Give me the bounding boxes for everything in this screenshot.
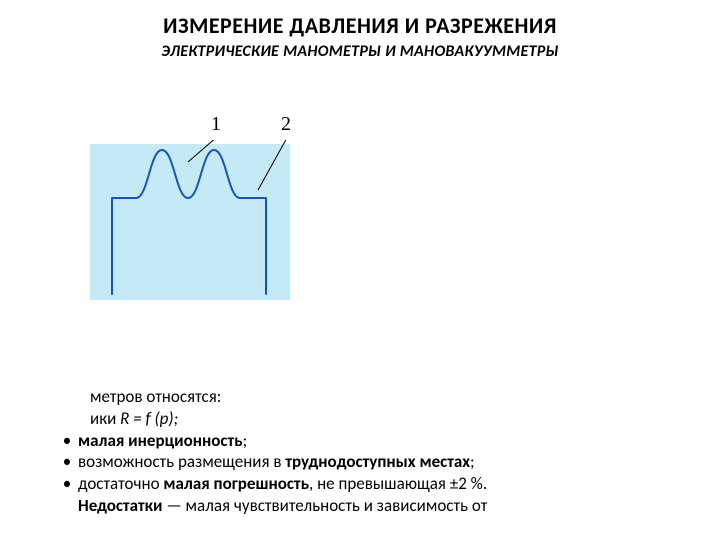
body-drawbacks: Недостатки — малая чувствительность и за… bbox=[56, 495, 676, 517]
bullet-3-a: достаточно bbox=[78, 473, 163, 494]
drawbacks-a: Недостатки bbox=[78, 495, 162, 516]
body-line-2: ики R = f (р); bbox=[56, 408, 676, 430]
page: ИЗМЕРЕНИЕ ДАВЛЕНИЯ И РАЗРЕЖЕНИЯ ЭЛЕКТРИЧ… bbox=[0, 0, 720, 540]
bullet-1-text: малая инерционность; bbox=[78, 430, 247, 452]
bullet-3: • достаточно малая погрешность, не превы… bbox=[56, 473, 676, 495]
body-text: метров относятся: ики R = f (р); • малая… bbox=[56, 386, 676, 517]
bullet-2-text: возможность размещения в труднодоступных… bbox=[78, 451, 475, 473]
diagram-bg bbox=[90, 144, 290, 300]
page-subtitle: ЭЛЕКТРИЧЕСКИЕ МАНОМЕТРЫ И МАНОВАКУУММЕТР… bbox=[0, 42, 720, 61]
bullet-2-a: возможность размещения в bbox=[78, 451, 285, 472]
bullet-1-b: ; bbox=[243, 430, 248, 451]
bullet-1-a: малая инерционность bbox=[78, 430, 243, 451]
bullet-dot-icon: • bbox=[56, 430, 78, 452]
body-line-1-tail: метров относятся: bbox=[90, 386, 221, 407]
bullet-3-c: , не превышающая ±2 %. bbox=[309, 473, 487, 494]
bullet-2-c: ; bbox=[470, 451, 475, 472]
sensor-diagram bbox=[90, 140, 290, 300]
body-line-2-formula: R = f (р); bbox=[120, 408, 178, 429]
bullet-3-b: малая погрешность bbox=[163, 473, 309, 494]
body-line-1: метров относятся: bbox=[56, 386, 676, 408]
bullet-2-b: труднодоступных местах bbox=[285, 451, 470, 472]
bullet-1: • малая инерционность; bbox=[56, 430, 676, 452]
bullet-2: • возможность размещения в труднодоступн… bbox=[56, 451, 676, 473]
diagram-label-1: 1 bbox=[211, 113, 221, 136]
diagram-label-2: 2 bbox=[281, 113, 291, 136]
bullet-dot-icon: • bbox=[56, 473, 78, 495]
page-title: ИЗМЕРЕНИЕ ДАВЛЕНИЯ И РАЗРЕЖЕНИЯ bbox=[0, 12, 720, 39]
body-line-2a: ики bbox=[90, 408, 120, 429]
bullet-dot-icon: • bbox=[56, 451, 78, 473]
drawbacks-b: — малая чувствительность и зависимость о… bbox=[162, 495, 487, 516]
bullet-3-text: достаточно малая погрешность, не превыша… bbox=[78, 473, 487, 495]
